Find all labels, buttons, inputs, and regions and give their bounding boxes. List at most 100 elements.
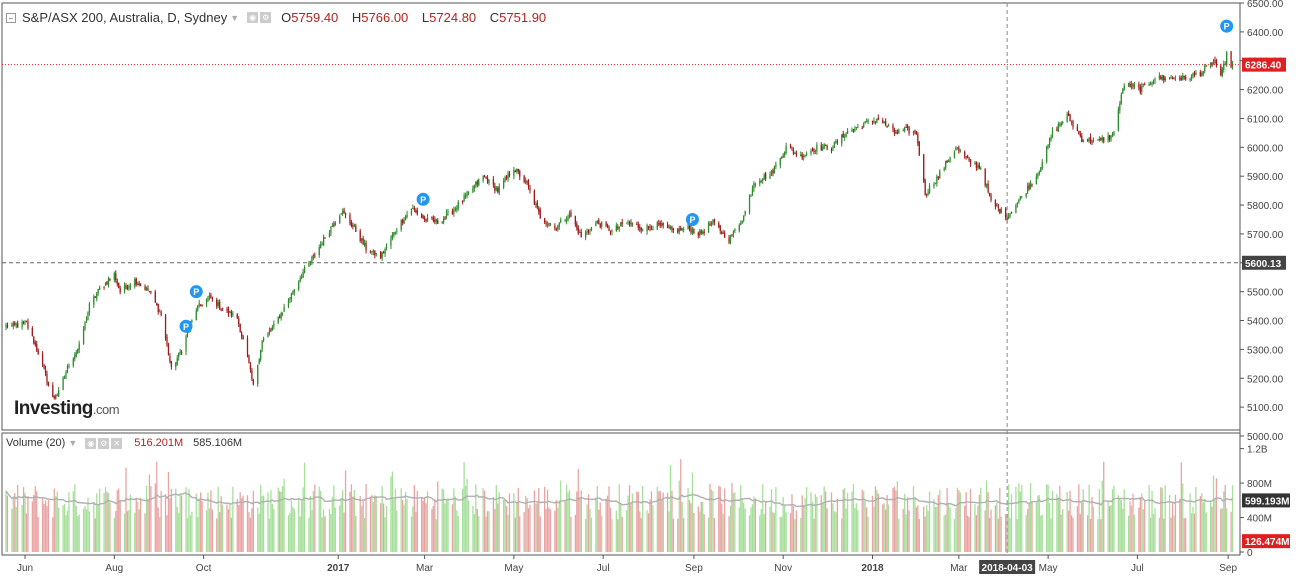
price-tick-label: 6000.00: [1247, 143, 1284, 154]
candle: [748, 195, 751, 213]
candle: [340, 213, 342, 215]
volume-bar: [523, 512, 525, 552]
candle: [115, 273, 117, 281]
volume-bar: [554, 510, 556, 552]
candle: [596, 220, 598, 223]
candle: [605, 222, 607, 226]
candle: [434, 219, 436, 223]
candle: [1148, 83, 1150, 86]
candle: [999, 208, 1001, 213]
volume-bar: [744, 508, 746, 552]
candle: [1130, 83, 1133, 88]
volume-bar: [261, 495, 263, 552]
volume-bar: [1076, 506, 1079, 552]
candle: [36, 343, 38, 351]
volume-bar: [328, 509, 331, 552]
low-value: 5724.80: [429, 10, 477, 25]
collapse-icon[interactable]: [6, 12, 16, 23]
candle: [33, 336, 35, 344]
candle: [236, 313, 238, 319]
candle: [267, 332, 269, 337]
volume-bar: [15, 506, 17, 552]
volume-bar: [88, 511, 91, 552]
eye-icon[interactable]: ◉: [247, 12, 259, 23]
candle: [545, 222, 547, 224]
candle: [113, 273, 115, 281]
volume-bar: [412, 506, 414, 552]
candle: [734, 229, 736, 232]
volume-bar: [980, 487, 982, 552]
volume-bar: [508, 493, 511, 552]
volume-bar: [568, 490, 571, 552]
candle: [1120, 94, 1122, 104]
volume-bar: [548, 507, 550, 552]
volume-bar: [958, 490, 960, 552]
candle: [1067, 113, 1070, 116]
settings-icon[interactable]: ⚙: [98, 437, 110, 449]
volume-bar: [444, 503, 446, 552]
volume-bar: [423, 497, 426, 552]
candle: [1041, 162, 1043, 169]
candle: [12, 322, 14, 327]
candle: [697, 232, 699, 236]
volume-bar: [945, 514, 947, 552]
candle: [1133, 85, 1136, 87]
chevron-down-icon[interactable]: ▼: [68, 438, 78, 448]
volume-ma-label: 599.193M: [1245, 496, 1289, 507]
volume-bar: [1168, 495, 1171, 552]
candle: [482, 175, 484, 181]
candle: [1151, 82, 1153, 84]
volume-bar: [128, 509, 130, 552]
candle: [947, 161, 950, 163]
volume-bar: [126, 511, 129, 552]
candle: [311, 257, 313, 263]
candle: [779, 158, 781, 166]
candle: [625, 222, 628, 224]
volume-bar: [1138, 507, 1140, 552]
volume-bar: [987, 492, 989, 552]
candle: [615, 225, 617, 231]
volume-bar: [902, 509, 904, 552]
symbol-title[interactable]: S&P/ASX 200, Australia, D, Sydney: [22, 10, 228, 25]
volume-bar: [239, 492, 241, 552]
candle: [1092, 140, 1095, 142]
candle: [781, 157, 783, 159]
candle: [744, 211, 746, 215]
volume-bar: [400, 488, 402, 552]
volume-bar: [87, 497, 89, 552]
volume-bar: [1028, 503, 1030, 552]
volume-bar: [908, 510, 910, 552]
close-icon[interactable]: ✕: [111, 437, 123, 449]
volume-bar: [1015, 486, 1017, 552]
volume-bar: [1057, 497, 1060, 552]
candle: [298, 281, 300, 290]
candle: [1103, 137, 1105, 142]
chevron-down-icon[interactable]: ▼: [230, 12, 240, 23]
volume-bar: [394, 488, 396, 552]
candle: [93, 296, 95, 305]
volume-title[interactable]: Volume (20): [6, 437, 66, 449]
dividend-badge: [416, 192, 430, 206]
volume-bar: [639, 511, 641, 552]
volume-bar: [996, 502, 998, 552]
eye-icon[interactable]: ◉: [85, 437, 97, 449]
volume-bar: [1193, 513, 1196, 552]
volume-bar: [355, 515, 357, 552]
x-tick-label: Sep: [1219, 563, 1237, 574]
volume-bar: [123, 513, 126, 552]
volume-bar: [516, 502, 518, 552]
settings-icon[interactable]: ⚙: [260, 12, 272, 23]
volume-bar: [630, 504, 632, 552]
candle: [384, 248, 386, 255]
candle: [570, 212, 572, 217]
volume-bar: [543, 486, 546, 552]
candle: [1026, 185, 1029, 193]
x-tick-label: Mar: [416, 563, 434, 574]
volume-bar: [536, 503, 538, 552]
volume-bar: [795, 510, 798, 552]
candle: [1078, 131, 1080, 135]
volume-bar: [375, 495, 377, 552]
volume-bar: [627, 495, 629, 552]
candle: [99, 287, 101, 290]
